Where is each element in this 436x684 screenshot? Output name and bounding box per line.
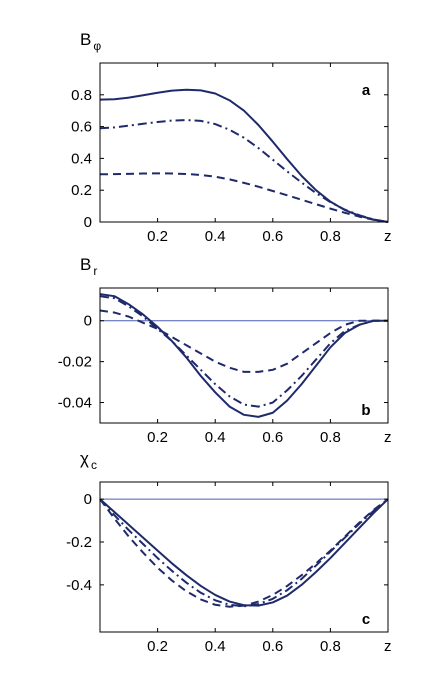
x-tick-label: 0.4 <box>205 638 226 655</box>
y-axis-label-main: B <box>80 30 91 49</box>
x-axis-label: z <box>384 228 392 245</box>
x-tick-label: 0.4 <box>205 228 226 245</box>
y-axis-label-main: B <box>80 255 91 274</box>
y-tick-label: 0.6 <box>71 119 92 136</box>
x-tick-label: 0.8 <box>320 228 341 245</box>
panel-b: 0.2 0.4 0.6 0.8 0 -0.02 -0.04 B r zb <box>58 255 392 446</box>
axes-frame <box>99 481 389 633</box>
y-tick-label: 0 <box>84 491 92 508</box>
y-axis-label-subscript: r <box>93 264 97 278</box>
panel-label: c <box>362 611 370 628</box>
y-tick-label: 0 <box>84 313 92 330</box>
x-tick-label: 0.6 <box>262 228 283 245</box>
x-axis-label: z <box>384 429 392 446</box>
x-tick-label: 0.8 <box>320 429 341 446</box>
x-tick-label: 0.6 <box>262 429 283 446</box>
axes-frame <box>99 62 389 223</box>
series-line-dashed <box>99 498 389 608</box>
x-axis-label: z <box>384 638 392 655</box>
series-line-solid <box>99 88 389 223</box>
panel-a: 0.2 0.4 0.6 0.8 0 0.2 0.4 0.6 0.8 B φ z a <box>71 30 391 245</box>
x-tick-label: 0.6 <box>262 638 283 655</box>
x-tick-label: 0.2 <box>147 638 168 655</box>
series-line-solid <box>99 293 388 418</box>
series-line-dashdot <box>99 119 389 223</box>
panel-label: b <box>361 402 370 419</box>
y-axis-label-subscript: φ <box>93 39 101 53</box>
y-tick-label: 0.4 <box>71 150 92 167</box>
x-tick-label: 0.2 <box>147 228 168 245</box>
y-tick-label: 0.8 <box>71 87 92 104</box>
series-line-dashdot <box>99 295 388 408</box>
y-tick-label: 0 <box>84 214 92 231</box>
y-axis-label-subscript: c <box>91 458 97 472</box>
panel-label: a <box>362 82 371 99</box>
panel-c: 0.2 0.4 0.6 0.80-0.2-0.4χ czc <box>66 449 391 655</box>
y-tick-label: -0.02 <box>58 354 92 371</box>
y-axis-label-main: χ <box>80 449 89 468</box>
x-tick-label: 0.2 <box>147 429 168 446</box>
y-tick-label: -0.04 <box>58 395 92 412</box>
x-tick-label: 0.8 <box>320 638 341 655</box>
series-line-dashed <box>99 309 388 373</box>
series-line-dashed <box>99 172 389 223</box>
axes-frame <box>99 287 389 424</box>
y-tick-label: -0.2 <box>66 534 92 551</box>
x-tick-label: 0.4 <box>205 429 226 446</box>
y-tick-label: 0.2 <box>71 182 92 199</box>
y-tick-label: -0.4 <box>66 577 92 594</box>
